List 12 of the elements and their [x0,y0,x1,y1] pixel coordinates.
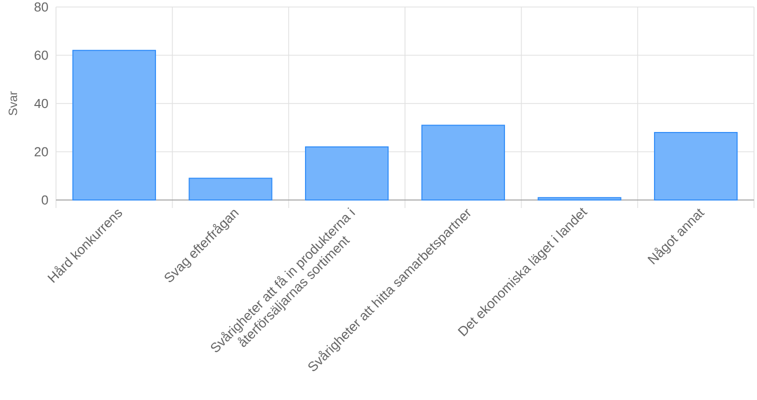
bar [421,124,505,201]
y-tick-label: 0 [42,195,48,205]
bar [305,146,389,201]
y-tick-label: 80 [34,2,48,12]
bar [654,132,738,201]
bar [72,50,156,201]
y-axis-title: Svar [8,91,18,116]
y-tick-label: 40 [34,98,48,108]
y-tick-label: 20 [34,147,48,156]
y-tick-label: 60 [34,50,48,60]
bar [538,197,622,201]
bar [188,178,272,201]
